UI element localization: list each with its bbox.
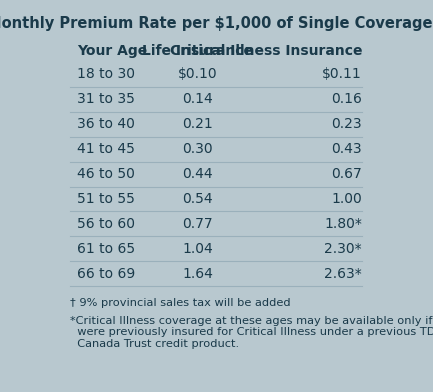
- Text: 0.23: 0.23: [331, 117, 362, 131]
- Text: Monthly Premium Rate per $1,000 of Single Coverage †: Monthly Premium Rate per $1,000 of Singl…: [0, 16, 433, 31]
- Text: † 9% provincial sales tax will be added: † 9% provincial sales tax will be added: [71, 298, 291, 308]
- Text: Life Insurance: Life Insurance: [142, 44, 253, 58]
- Text: 0.16: 0.16: [331, 92, 362, 106]
- Text: 0.30: 0.30: [182, 142, 213, 156]
- Text: 2.30*: 2.30*: [324, 242, 362, 256]
- Text: 2.63*: 2.63*: [324, 267, 362, 281]
- Text: 51 to 55: 51 to 55: [77, 192, 135, 206]
- Text: $0.10: $0.10: [178, 67, 217, 82]
- Text: 0.43: 0.43: [331, 142, 362, 156]
- Text: $0.11: $0.11: [322, 67, 362, 82]
- Text: 46 to 50: 46 to 50: [77, 167, 135, 181]
- Text: Your Age: Your Age: [77, 44, 147, 58]
- Text: 0.54: 0.54: [182, 192, 213, 206]
- Text: 61 to 65: 61 to 65: [77, 242, 135, 256]
- Text: 31 to 35: 31 to 35: [77, 92, 135, 106]
- Text: 0.14: 0.14: [182, 92, 213, 106]
- Text: 0.44: 0.44: [182, 167, 213, 181]
- Text: 0.21: 0.21: [182, 117, 213, 131]
- Text: 0.77: 0.77: [182, 217, 213, 231]
- Text: 36 to 40: 36 to 40: [77, 117, 135, 131]
- Text: 1.04: 1.04: [182, 242, 213, 256]
- Text: 41 to 45: 41 to 45: [77, 142, 135, 156]
- Text: 0.67: 0.67: [331, 167, 362, 181]
- Text: Critical Illness Insurance: Critical Illness Insurance: [170, 44, 362, 58]
- Text: 56 to 60: 56 to 60: [77, 217, 135, 231]
- Text: 18 to 30: 18 to 30: [77, 67, 135, 82]
- Text: 1.80*: 1.80*: [324, 217, 362, 231]
- Text: 1.64: 1.64: [182, 267, 213, 281]
- Text: *Critical Illness coverage at these ages may be available only if you
  were pre: *Critical Illness coverage at these ages…: [71, 316, 433, 349]
- Text: 1.00: 1.00: [331, 192, 362, 206]
- Text: 66 to 69: 66 to 69: [77, 267, 135, 281]
